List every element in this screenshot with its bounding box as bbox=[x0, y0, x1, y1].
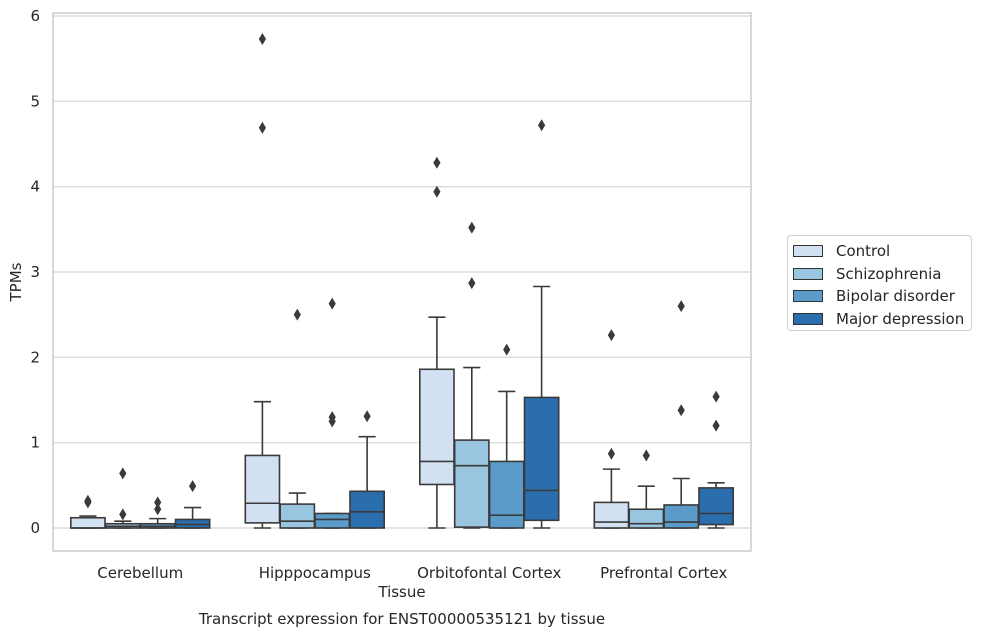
legend-label: Bipolar disorder bbox=[836, 287, 955, 306]
box-body bbox=[523, 396, 560, 522]
y-tick-label: 6 bbox=[30, 7, 40, 25]
x-tick-label: Orbitofontal Cortex bbox=[417, 564, 561, 582]
box-1-1 bbox=[279, 308, 316, 529]
outlier-point bbox=[468, 277, 476, 290]
outlier-point bbox=[154, 496, 162, 509]
legend-item: Major depression bbox=[792, 308, 971, 331]
box-0-1 bbox=[104, 467, 141, 529]
box-body bbox=[349, 490, 386, 529]
legend-swatch bbox=[793, 245, 823, 258]
y-tick-label: 0 bbox=[30, 519, 40, 537]
box-body bbox=[314, 512, 351, 529]
outlier-point bbox=[677, 300, 685, 313]
plot-frame bbox=[52, 12, 752, 552]
box-3-2 bbox=[663, 300, 700, 529]
box-3-3 bbox=[698, 390, 735, 529]
outlier-point bbox=[677, 404, 685, 417]
box-body bbox=[174, 518, 211, 529]
y-tick-label: 4 bbox=[30, 178, 40, 196]
y-tick-label: 2 bbox=[30, 348, 40, 366]
x-tick-label: Prefrontal Cortex bbox=[600, 564, 727, 582]
legend-item: Control bbox=[792, 240, 971, 263]
x-tick-label: Cerebellum bbox=[97, 564, 183, 582]
box-2-2 bbox=[488, 343, 525, 529]
legend-swatch bbox=[793, 290, 823, 303]
box-1-2 bbox=[314, 297, 351, 529]
legend-item: Bipolar disorder bbox=[792, 285, 971, 308]
box-body bbox=[593, 501, 630, 529]
chart-title: Transcript expression for ENST0000053512… bbox=[198, 610, 605, 628]
outlier-point bbox=[607, 329, 615, 342]
legend: Control Schizophrenia Bipolar disorder Majo… bbox=[787, 235, 972, 331]
outlier-point bbox=[712, 419, 720, 432]
boxes bbox=[69, 33, 735, 529]
box-1-0 bbox=[244, 33, 281, 529]
outlier-point bbox=[293, 308, 301, 321]
outlier-point bbox=[712, 390, 720, 403]
box-body bbox=[628, 508, 665, 529]
box-body bbox=[488, 460, 525, 529]
y-tick-label: 1 bbox=[30, 434, 40, 452]
legend-swatch bbox=[793, 312, 823, 325]
outlier-point bbox=[503, 343, 511, 356]
outlier-point bbox=[258, 121, 266, 134]
outlier-point bbox=[468, 221, 476, 234]
y-tick-labels: 0 1 2 3 4 5 6 bbox=[30, 7, 40, 537]
box-0-2 bbox=[139, 496, 176, 529]
outlier-point bbox=[328, 297, 336, 310]
box-body bbox=[69, 516, 106, 529]
box-1-3 bbox=[349, 410, 386, 529]
box-0-3 bbox=[174, 480, 211, 529]
y-axis-label: TPMs bbox=[7, 262, 25, 302]
x-axis-label: Tissue bbox=[377, 583, 425, 601]
x-tick-labels: Cerebellum Hipppocampus Orbitofontal Corte… bbox=[97, 564, 727, 582]
y-tick-label: 3 bbox=[30, 263, 40, 281]
outlier-point bbox=[363, 410, 371, 423]
box-0-0 bbox=[69, 494, 106, 529]
gridlines bbox=[53, 15, 751, 529]
outlier-point bbox=[433, 185, 441, 198]
legend-label: Major depression bbox=[836, 309, 965, 328]
x-tick-label: Hipppocampus bbox=[259, 564, 371, 582]
outlier-point bbox=[642, 449, 650, 462]
box-2-0 bbox=[418, 156, 455, 529]
box-body bbox=[418, 368, 455, 486]
legend-label: Schizophrenia bbox=[836, 264, 942, 283]
outlier-point bbox=[538, 119, 546, 132]
outlier-point bbox=[119, 508, 127, 521]
outlier-point bbox=[328, 411, 336, 424]
box-3-1 bbox=[628, 449, 665, 529]
box-body bbox=[244, 454, 281, 524]
box-2-3 bbox=[523, 119, 560, 529]
outlier-point bbox=[607, 447, 615, 460]
box-3-0 bbox=[593, 329, 630, 529]
outlier-point bbox=[154, 503, 162, 516]
legend-label: Control bbox=[836, 242, 891, 261]
box-2-1 bbox=[453, 221, 490, 529]
outlier-point bbox=[189, 480, 197, 493]
outlier-point bbox=[258, 33, 266, 46]
legend-item: Schizophrenia bbox=[792, 263, 971, 286]
box-body bbox=[698, 487, 735, 526]
outlier-point bbox=[433, 156, 441, 169]
box-body bbox=[453, 439, 490, 528]
outlier-point bbox=[84, 494, 92, 507]
legend-swatch bbox=[793, 267, 823, 280]
y-tick-label: 5 bbox=[30, 92, 40, 110]
box-body bbox=[279, 503, 316, 529]
box-body bbox=[663, 504, 700, 529]
outlier-point bbox=[119, 467, 127, 480]
